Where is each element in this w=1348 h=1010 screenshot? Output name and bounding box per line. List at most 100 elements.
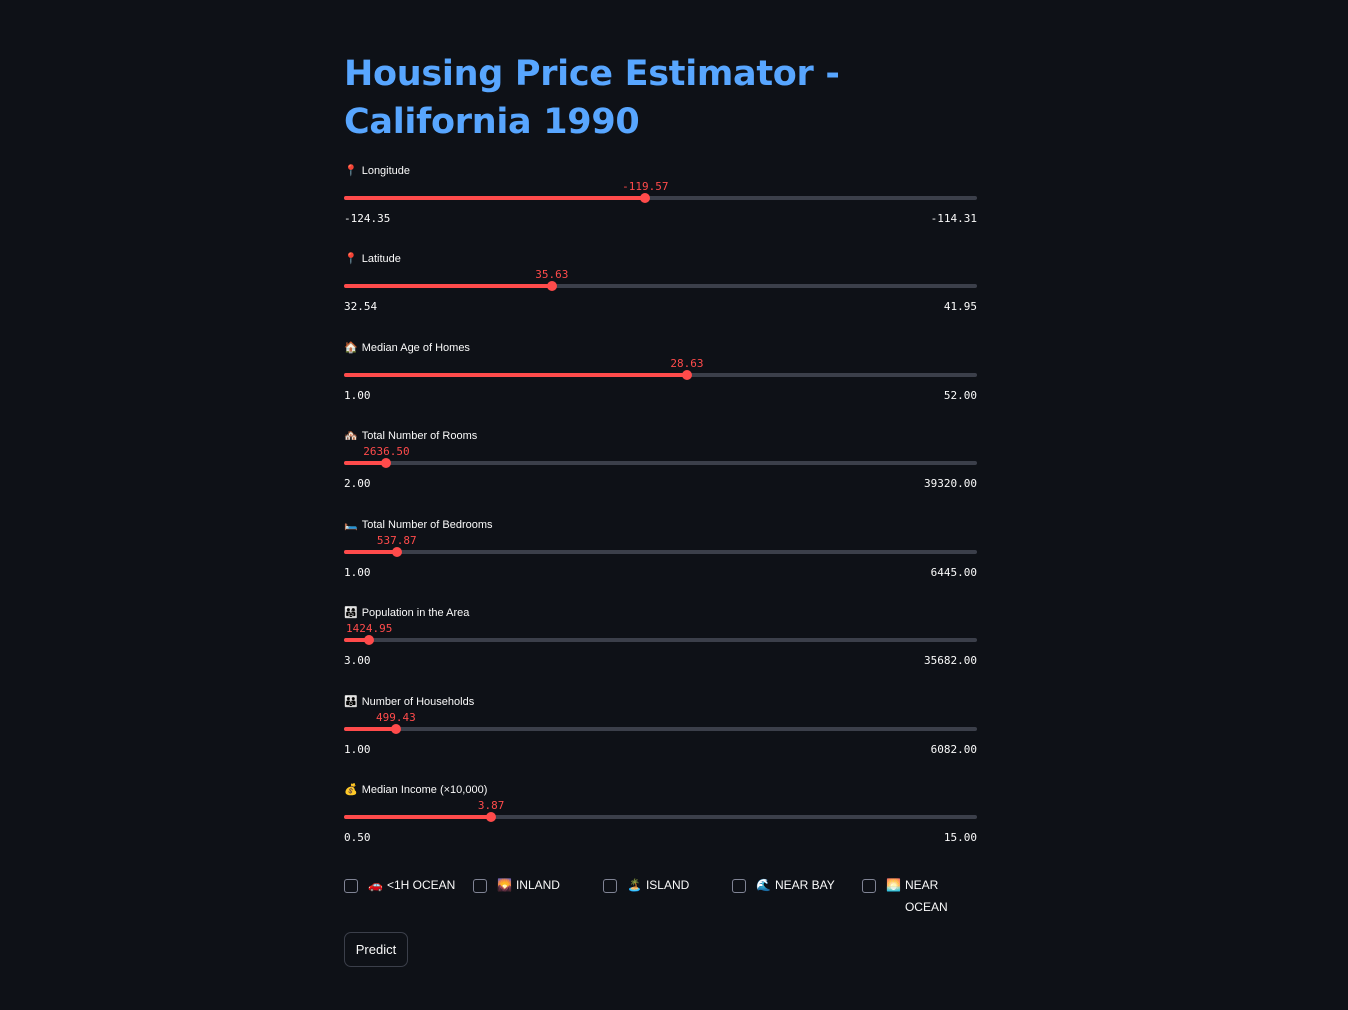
ocean-proximity-options: 🚗 <1H OCEAN 🌄 INLAND 🏝️ ISLAND 🌊 NEAR BAY 🌅 NEAR …	[344, 876, 984, 920]
slider-label-median-income: 💰 Median Income (×10,000)	[344, 783, 487, 797]
slider-thumb[interactable]	[486, 812, 497, 822]
slider-latitude: 📍 Latitude 35.63 32.54 41.95	[344, 252, 977, 327]
checkbox-box[interactable]	[603, 879, 617, 893]
checkbox-box[interactable]	[732, 879, 746, 893]
slider-label-text: Population in the Area	[361, 607, 470, 619]
1h-ocean-icon: 🚗	[368, 878, 383, 892]
slider-min-value: 1.00	[344, 566, 371, 579]
slider-label-text: Median Age of Homes	[361, 342, 470, 354]
slider-fill	[344, 550, 397, 554]
checkbox-inland[interactable]: 🌄 INLAND	[473, 876, 560, 896]
slider-current-value: -119.57	[622, 180, 669, 193]
slider-min-value: 1.00	[344, 743, 371, 756]
median-age-icon: 🏠	[344, 342, 358, 354]
slider-current-value: 35.63	[535, 268, 569, 281]
checkbox-label: NEAR BAY	[774, 878, 835, 892]
slider-label-median-age: 🏠 Median Age of Homes	[344, 341, 470, 355]
slider-current-value: 499.43	[376, 711, 416, 724]
households-icon: 👪	[344, 696, 358, 708]
slider-track[interactable]	[344, 724, 977, 734]
slider-min-value: 1.00	[344, 389, 371, 402]
slider-fill	[344, 373, 687, 377]
page-title: Housing Price Estimator - California 199…	[344, 54, 840, 142]
slider-max-value: -114.31	[930, 212, 977, 225]
checkbox-1h-ocean[interactable]: 🚗 <1H OCEAN	[344, 876, 455, 896]
slider-label-text: Latitude	[361, 253, 401, 265]
slider-min-value: 3.00	[344, 654, 371, 667]
slider-fill	[344, 815, 492, 819]
near-bay-icon: 🌊	[756, 878, 771, 892]
slider-median-age: 🏠 Median Age of Homes 28.63 1.00 52.00	[344, 341, 977, 416]
slider-track[interactable]	[344, 458, 977, 468]
slider-max-value: 15.00	[943, 831, 977, 844]
inland-icon: 🌄	[497, 878, 512, 892]
slider-thumb[interactable]	[381, 458, 392, 468]
latitude-icon: 📍	[344, 253, 358, 265]
slider-current-value: 2636.50	[363, 445, 410, 458]
slider-fill	[344, 196, 646, 200]
slider-max-value: 6082.00	[930, 743, 977, 756]
slider-label-latitude: 📍 Latitude	[344, 252, 401, 266]
slider-track[interactable]	[344, 635, 977, 645]
checkbox-near-ocean[interactable]: 🌅 NEAR OCEAN	[862, 876, 963, 918]
checkbox-box[interactable]	[473, 879, 487, 893]
slider-label-text: Median Income (×10,000)	[361, 784, 488, 796]
total-bedrooms-icon: 🛏️	[344, 519, 358, 531]
slider-track[interactable]	[344, 370, 977, 380]
slider-current-value: 537.87	[376, 534, 417, 547]
slider-max-value: 41.95	[943, 300, 977, 313]
slider-total-rooms: 🏘️ Total Number of Rooms 2636.50 2.00 39320.…	[344, 429, 977, 504]
checkbox-label: <1H OCEAN	[386, 878, 456, 892]
slider-fill	[344, 284, 552, 288]
slider-label-longitude: 📍 Longitude	[344, 164, 410, 178]
slider-thumb[interactable]	[391, 547, 402, 557]
slider-min-value: -124.35	[344, 212, 391, 225]
total-rooms-icon: 🏘️	[344, 430, 358, 442]
near-ocean-icon: 🌅	[886, 878, 901, 892]
slider-max-value: 52.00	[943, 389, 977, 402]
slider-households: 👪 Number of Households 499.43 1.00 6082.00	[344, 695, 977, 770]
slider-thumb[interactable]	[364, 635, 375, 645]
slider-thumb[interactable]	[546, 281, 557, 291]
slider-longitude: 📍 Longitude -119.57 -124.35 -114.31	[344, 164, 977, 239]
checkbox-near-bay[interactable]: 🌊 NEAR BAY	[732, 876, 835, 896]
slider-min-value: 0.50	[344, 831, 371, 844]
slider-label-population: 👨‍👩‍👧 Population in the Area	[344, 606, 469, 620]
slider-track[interactable]	[344, 547, 977, 557]
checkbox-label: INLAND	[515, 878, 560, 892]
slider-min-value: 2.00	[344, 477, 371, 490]
slider-label-text: Total Number of Rooms	[361, 430, 478, 442]
slider-total-bedrooms: 🛏️ Total Number of Bedrooms 537.87 1.00 6445…	[344, 518, 977, 593]
checkbox-label: ISLAND	[645, 878, 690, 892]
population-icon: 👨‍👩‍👧	[344, 607, 358, 619]
slider-current-value: 28.63	[670, 357, 704, 370]
slider-track[interactable]	[344, 281, 977, 291]
slider-label-households: 👪 Number of Households	[344, 695, 474, 709]
slider-label-total-rooms: 🏘️ Total Number of Rooms	[344, 429, 477, 443]
predict-button[interactable]: Predict	[344, 932, 408, 967]
slider-population: 👨‍👩‍👧 Population in the Area 1424.95 3.00 35…	[344, 606, 977, 681]
slider-current-value: 3.87	[477, 799, 505, 812]
checkbox-island[interactable]: 🏝️ ISLAND	[603, 876, 689, 896]
slider-label-text: Total Number of Bedrooms	[361, 519, 493, 531]
island-icon: 🏝️	[627, 878, 642, 892]
slider-track[interactable]	[344, 193, 977, 203]
slider-track[interactable]	[344, 812, 977, 822]
checkbox-label: NEAR OCEAN	[904, 878, 948, 914]
slider-thumb[interactable]	[640, 193, 651, 203]
slider-label-text: Longitude	[361, 165, 411, 177]
slider-min-value: 32.54	[344, 300, 378, 313]
slider-fill	[344, 461, 387, 465]
slider-thumb[interactable]	[390, 724, 401, 734]
slider-fill	[344, 727, 396, 731]
checkbox-box[interactable]	[862, 879, 876, 893]
checkbox-box[interactable]	[344, 879, 358, 893]
slider-max-value: 35682.00	[924, 654, 977, 667]
slider-max-value: 39320.00	[924, 477, 977, 490]
slider-fill	[344, 638, 370, 642]
slider-thumb[interactable]	[681, 370, 692, 380]
slider-label-text: Number of Households	[361, 696, 475, 708]
median-income-icon: 💰	[344, 784, 358, 796]
slider-current-value: 1424.95	[346, 622, 393, 635]
slider-max-value: 6445.00	[930, 566, 977, 579]
